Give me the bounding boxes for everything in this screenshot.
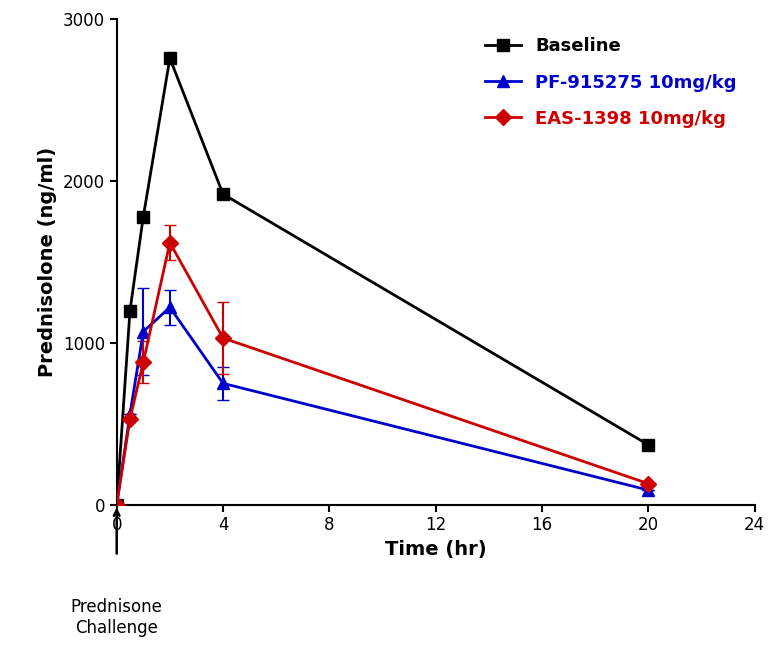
Baseline (112, 501, 121, 509)
Legend: Baseline, PF-915275 10mg/kg, EAS-1398 10mg/kg: Baseline, PF-915275 10mg/kg, EAS-1398 10… (475, 28, 745, 137)
Line: Baseline: Baseline (111, 52, 654, 510)
Baseline (219, 190, 228, 198)
Baseline (643, 441, 653, 449)
X-axis label: Time (hr): Time (hr) (385, 540, 486, 559)
Baseline (138, 213, 148, 221)
Baseline (125, 307, 135, 314)
Baseline (165, 54, 174, 62)
Text: Prednisone
Challenge: Prednisone Challenge (71, 598, 163, 637)
Y-axis label: Prednisolone (ng/ml): Prednisolone (ng/ml) (38, 147, 58, 377)
